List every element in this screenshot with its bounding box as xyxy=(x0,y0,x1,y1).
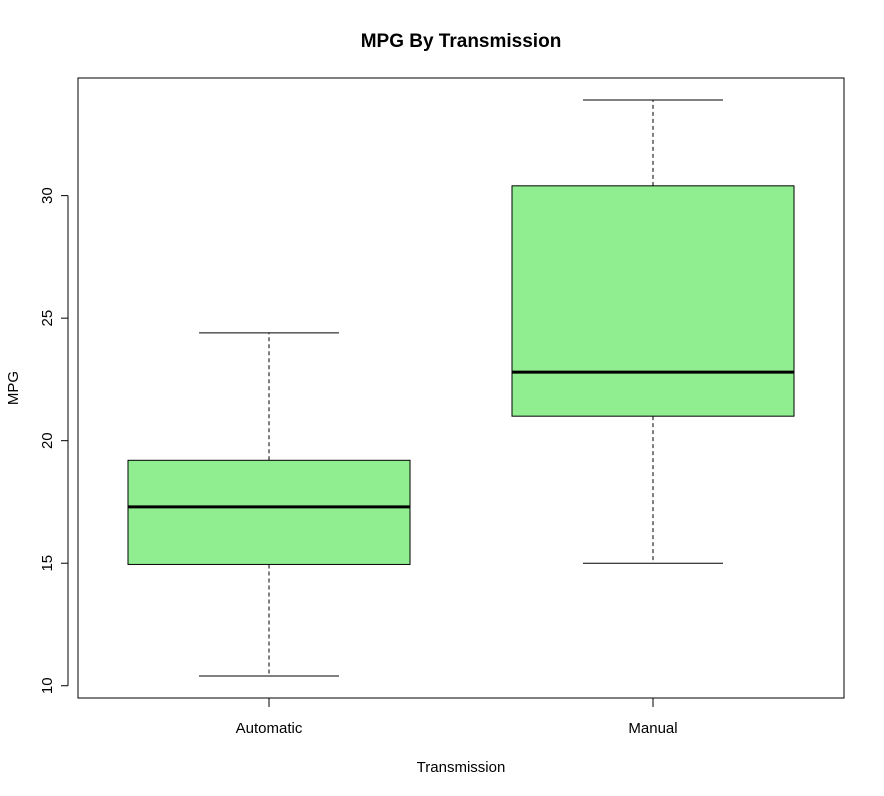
box-manual xyxy=(511,99,795,564)
x-tick-label: Automatic xyxy=(236,720,303,737)
y-axis: 10 15 20 25 30 xyxy=(39,187,69,694)
chart-title: MPG By Transmission xyxy=(361,31,562,52)
y-tick-label: 30 xyxy=(39,187,56,204)
y-tick-label: 15 xyxy=(39,555,56,572)
y-tick-label: 25 xyxy=(39,310,56,327)
y-tick-label: 20 xyxy=(39,432,56,449)
box-automatic xyxy=(127,332,411,677)
box-series xyxy=(127,99,795,677)
y-tick-label: 10 xyxy=(39,677,56,694)
iqr-box xyxy=(511,185,795,417)
y-axis-label: MPG xyxy=(5,371,22,405)
x-tick-label: Manual xyxy=(628,720,677,737)
x-axis-label: Transmission xyxy=(417,759,506,776)
iqr-box xyxy=(127,459,411,565)
x-axis: Automatic Manual xyxy=(236,697,678,737)
